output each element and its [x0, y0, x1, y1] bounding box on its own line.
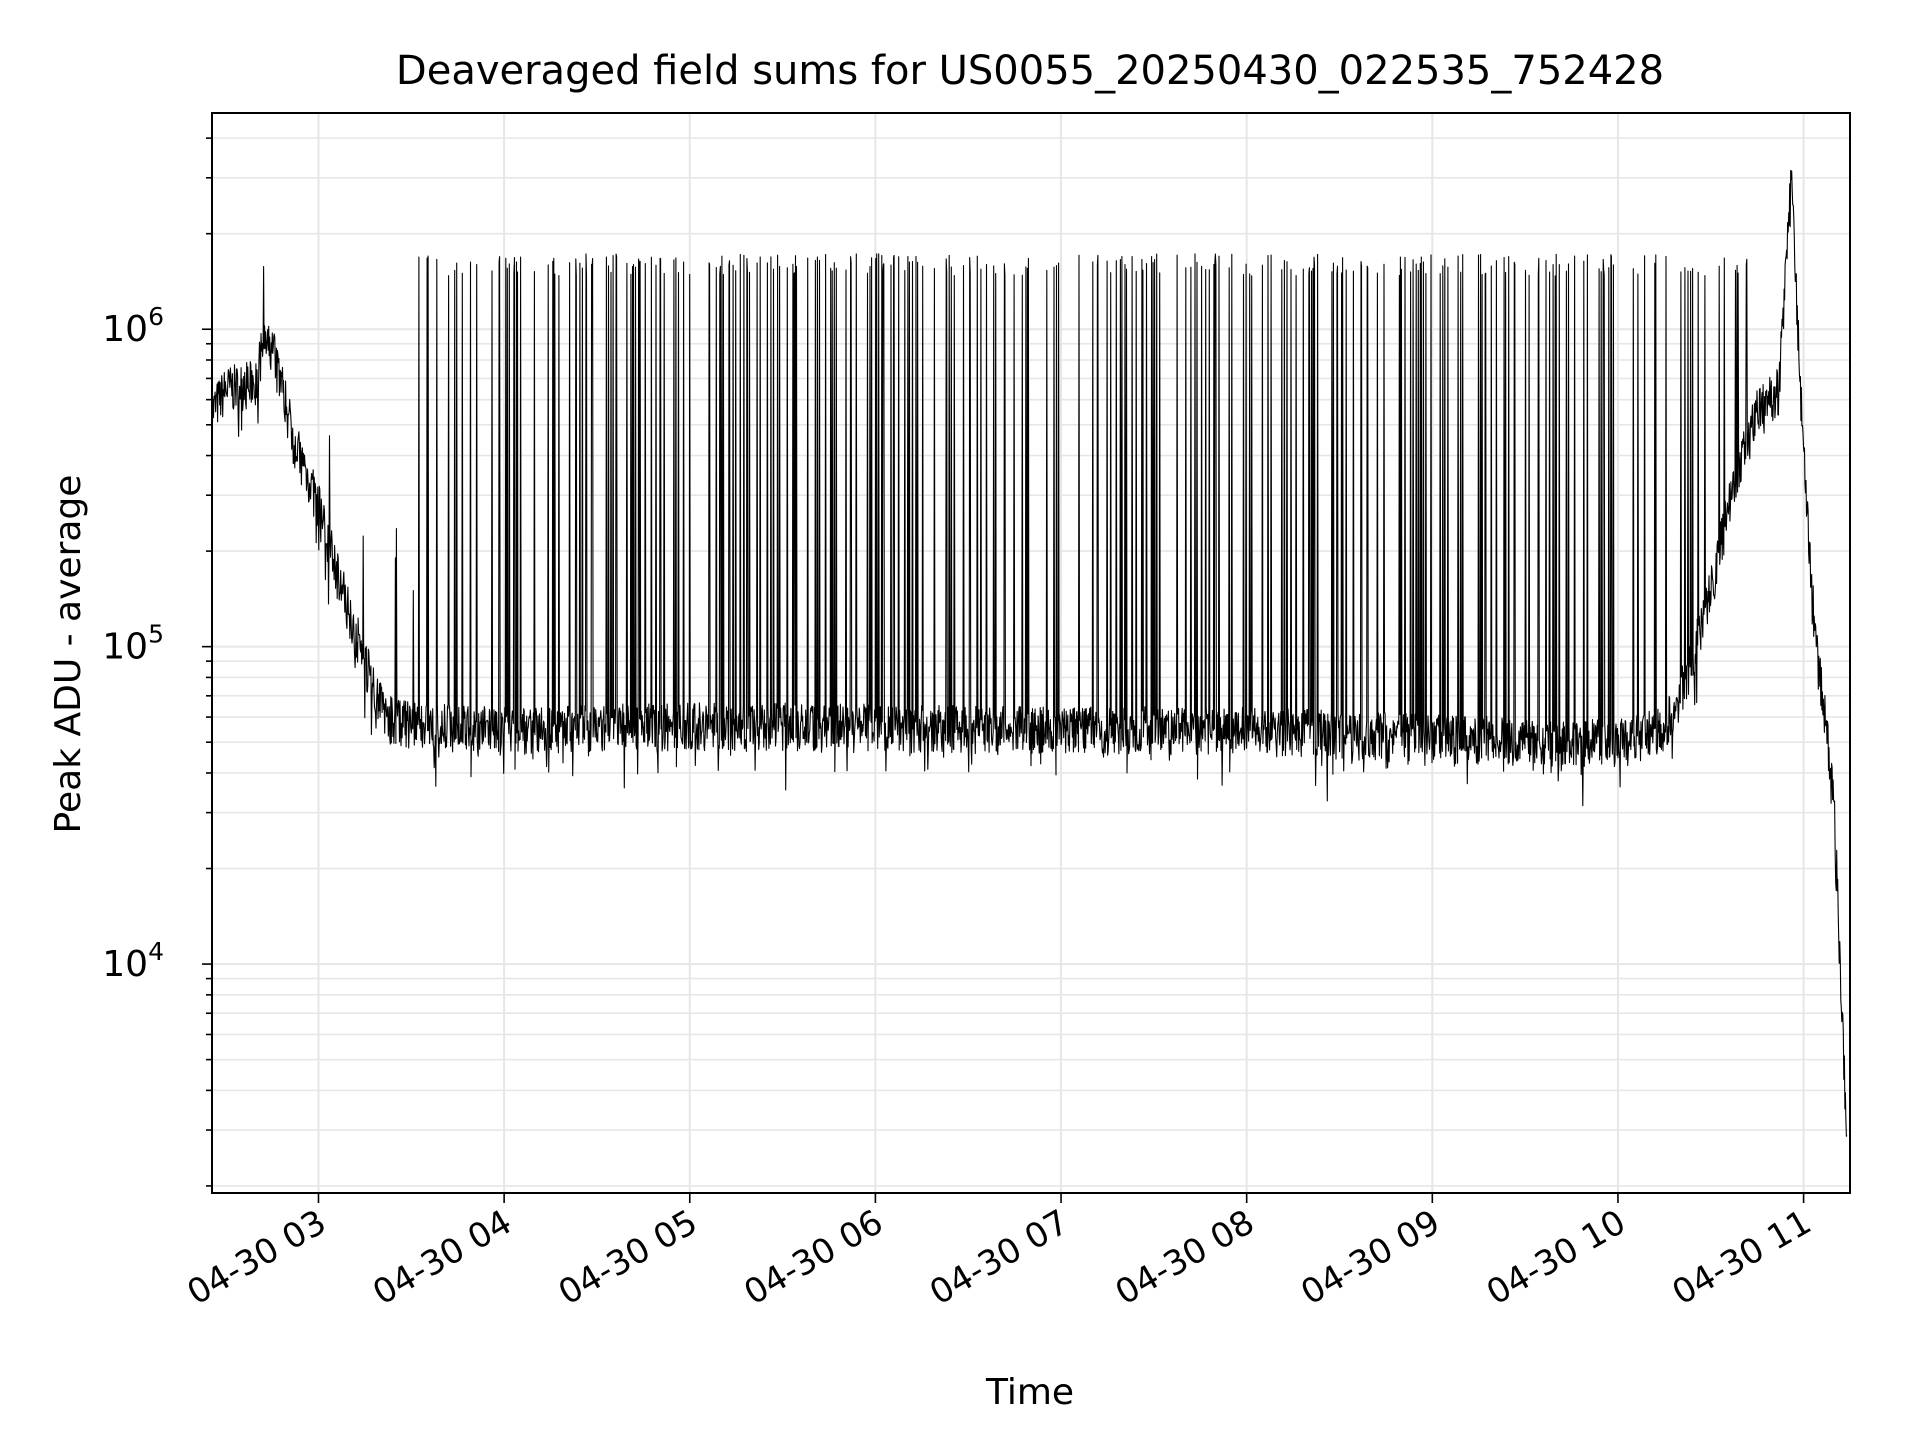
axes-frame: [211, 112, 1851, 1194]
chart-title: Deaveraged field sums for US0055_2025043…: [396, 48, 1664, 94]
y-tick-label: 105: [102, 620, 164, 668]
y-tick-label: 104: [102, 937, 164, 985]
y-tick-label: 106: [102, 302, 164, 350]
plot-area: [211, 169, 1848, 1137]
y-axis-label: Peak ADU - average: [48, 475, 89, 834]
series-line: [211, 169, 1848, 1137]
grid: [212, 113, 1850, 1193]
x-axis-label: Time: [985, 1372, 1074, 1413]
